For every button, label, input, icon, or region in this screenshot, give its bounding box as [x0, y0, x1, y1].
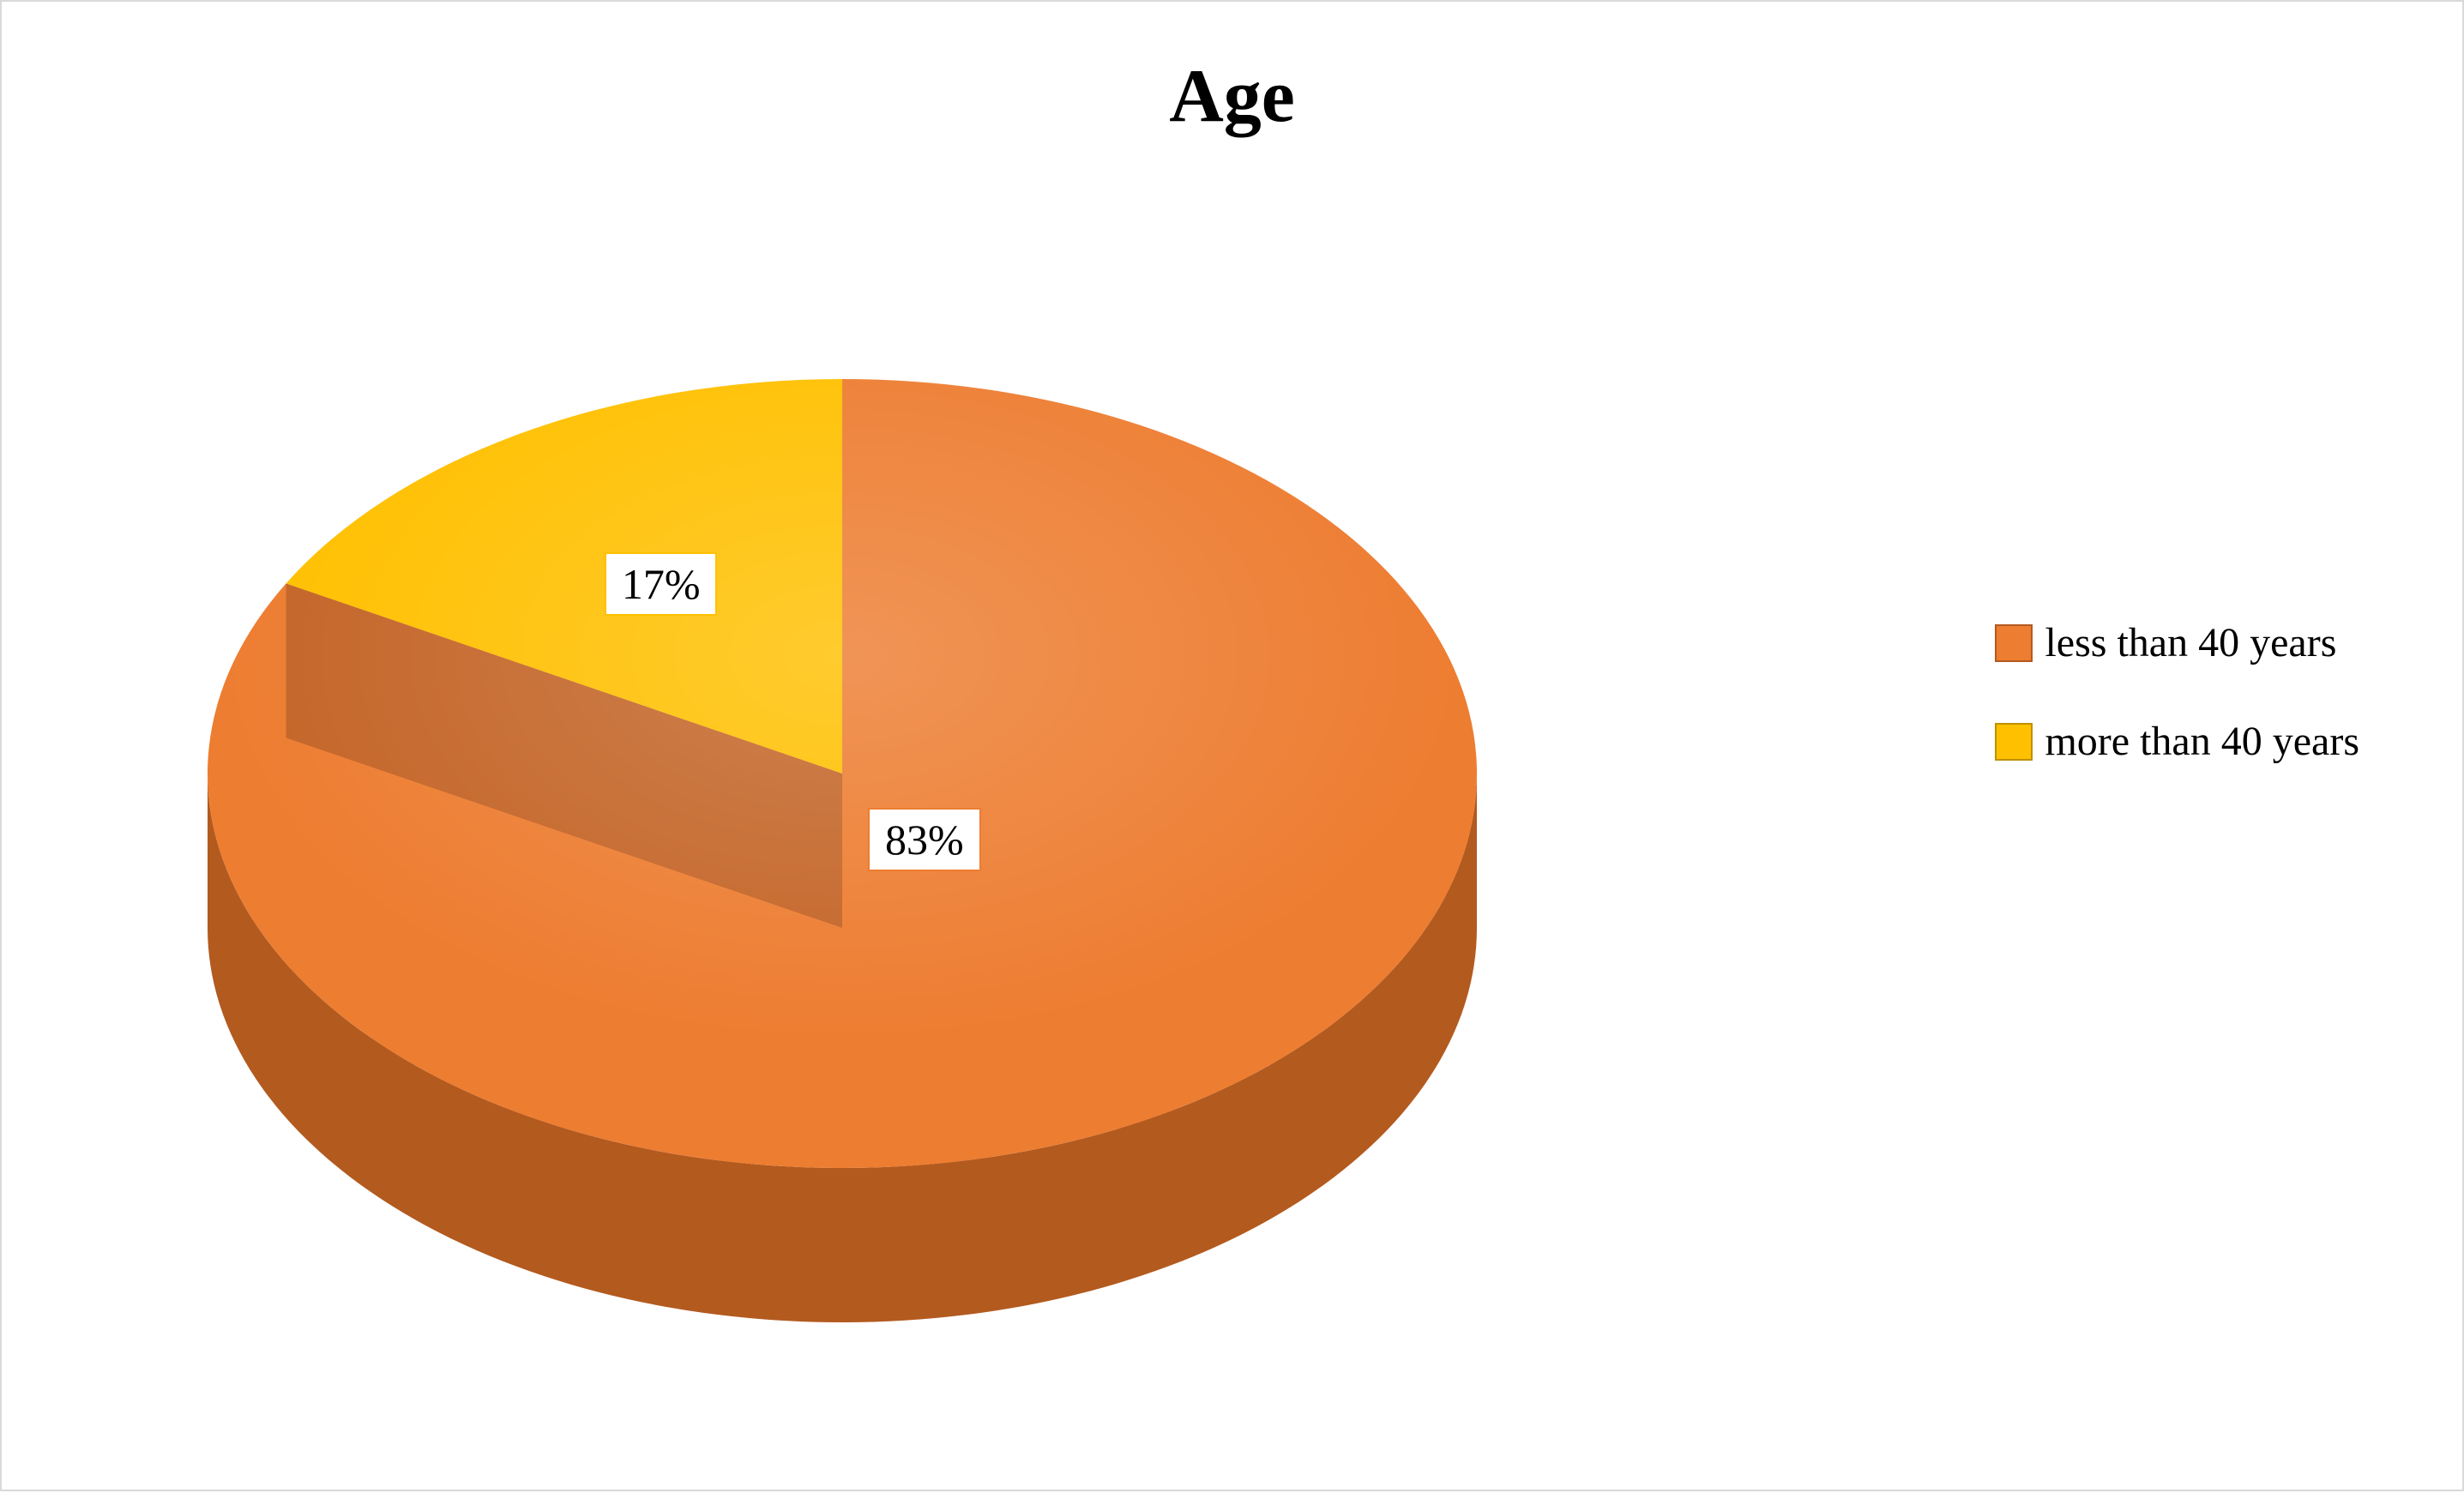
data-label-text-1: 17%: [622, 560, 701, 608]
data-label-slice-0: 83%: [868, 808, 981, 871]
legend-item-1: more than 40 years: [1995, 718, 2359, 765]
legend-label-1: more than 40 years: [2045, 718, 2359, 765]
data-label-slice-1: 17%: [605, 552, 718, 616]
legend-item-0: less than 40 years: [1995, 619, 2359, 666]
data-label-text-0: 83%: [885, 816, 964, 864]
legend: less than 40 years more than 40 years: [1995, 619, 2359, 765]
legend-label-0: less than 40 years: [2045, 619, 2336, 666]
chart-container: Age 83% 17% less than 40 years more than…: [0, 0, 2464, 1491]
legend-swatch-0: [1995, 624, 2033, 662]
legend-swatch-1: [1995, 723, 2033, 761]
